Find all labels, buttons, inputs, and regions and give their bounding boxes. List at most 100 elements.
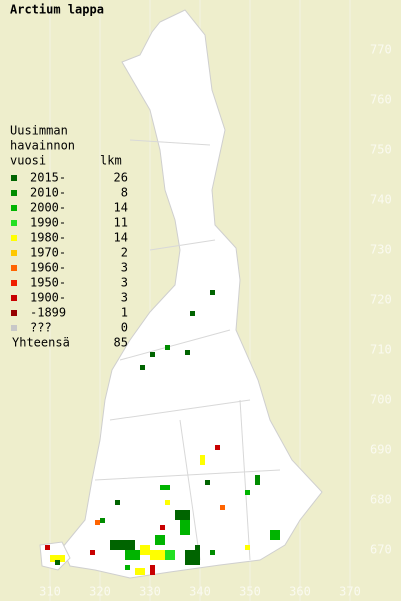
legend-count: 3 [121,261,128,275]
grid-label: 730 [370,243,392,257]
grid-label: 670 [370,543,392,557]
legend-label: 1960- [30,261,66,275]
observation-dot [215,445,220,450]
grid-label: 770 [370,43,392,57]
observation-dot [205,480,210,485]
grid-label: 750 [370,143,392,157]
observation-dot [140,545,150,555]
observation-dot [160,485,170,490]
observation-dot [270,530,280,540]
observation-dot [90,550,95,555]
grid-label: 680 [370,493,392,507]
observation-dot [190,311,195,316]
legend-count: 1 [121,306,128,320]
observation-dot [95,520,100,525]
legend-heading: Uusimman [10,124,68,138]
observations [45,290,280,575]
observation-dot [175,510,190,520]
legend-swatch [11,220,17,226]
legend-count: 14 [114,231,128,245]
legend-swatch [11,325,17,331]
legend-count: 3 [121,291,128,305]
legend-total-label: Yhteensä [12,336,70,350]
observation-dot [125,565,130,570]
grid-label: 710 [370,343,392,357]
legend-label: 2015- [30,171,66,185]
observation-dot [125,550,140,560]
observation-dot [255,475,260,485]
legend-swatch [11,310,17,316]
legend-count: 2 [121,246,128,260]
legend-heading: havainnon [10,139,75,153]
observation-dot [45,545,50,550]
grid-label: 740 [370,193,392,207]
legend-count: 14 [114,201,128,215]
legend-swatch [11,235,17,241]
legend-count: 11 [114,216,128,230]
observation-dot [110,540,135,550]
legend-label: 1950- [30,276,66,290]
observation-dot [150,352,155,357]
observation-dot [185,350,190,355]
observation-dot [245,490,250,495]
observation-dot [155,535,165,545]
observation-dot [150,550,165,560]
grid-label: 690 [370,443,392,457]
observation-dot [100,518,105,523]
finland [61,9,323,579]
legend-label: 1900- [30,291,66,305]
grid-label: 320 [89,585,111,599]
legend-swatch [11,175,17,181]
legend-column: lkm [100,154,122,168]
legend-swatch [11,265,17,271]
legend-swatch [11,190,17,196]
observation-dot [140,365,145,370]
grid-label: 720 [370,293,392,307]
observation-dot [115,500,120,505]
legend-swatch [11,295,17,301]
observation-dot [50,555,65,562]
observation-dot [160,525,165,530]
observation-dot [210,550,215,555]
legend-label: 1980- [30,231,66,245]
observation-dot [185,550,200,565]
legend-swatch [11,280,17,286]
legend-column: vuosi [10,154,46,168]
observation-dot [180,520,190,535]
legend-total: 85 [114,336,128,350]
grid-label: 370 [339,585,361,599]
observation-dot [210,290,215,295]
observation-dot [245,545,250,550]
observation-dot [195,545,200,550]
grid-label: 360 [289,585,311,599]
observation-dot [165,500,170,505]
legend-swatch [11,250,17,256]
grid-label: 310 [39,585,61,599]
legend-label: -1899 [30,306,66,320]
grid-label: 760 [370,93,392,107]
borders [94,139,281,561]
observation-dot [135,568,145,575]
legend-count: 26 [114,171,128,185]
legend-label: 1970- [30,246,66,260]
legend-label: ??? [30,321,52,335]
legend-label: 1990- [30,216,66,230]
observation-dot [55,560,60,565]
grid-label: 700 [370,393,392,407]
observation-dot [200,455,205,465]
grid-label: 330 [139,585,161,599]
observation-dot [165,345,170,350]
legend-count: 0 [121,321,128,335]
legend-swatch [11,205,17,211]
observation-dot [150,565,155,575]
legend-count: 8 [121,186,128,200]
observation-dot [165,550,175,560]
legend-label: 2000- [30,201,66,215]
grid-label: 340 [189,585,211,599]
grid-label: 350 [239,585,261,599]
map-title: Arctium lappa [10,3,104,17]
legend-label: 2010- [30,186,66,200]
observation-dot [220,505,225,510]
legend-count: 3 [121,276,128,290]
